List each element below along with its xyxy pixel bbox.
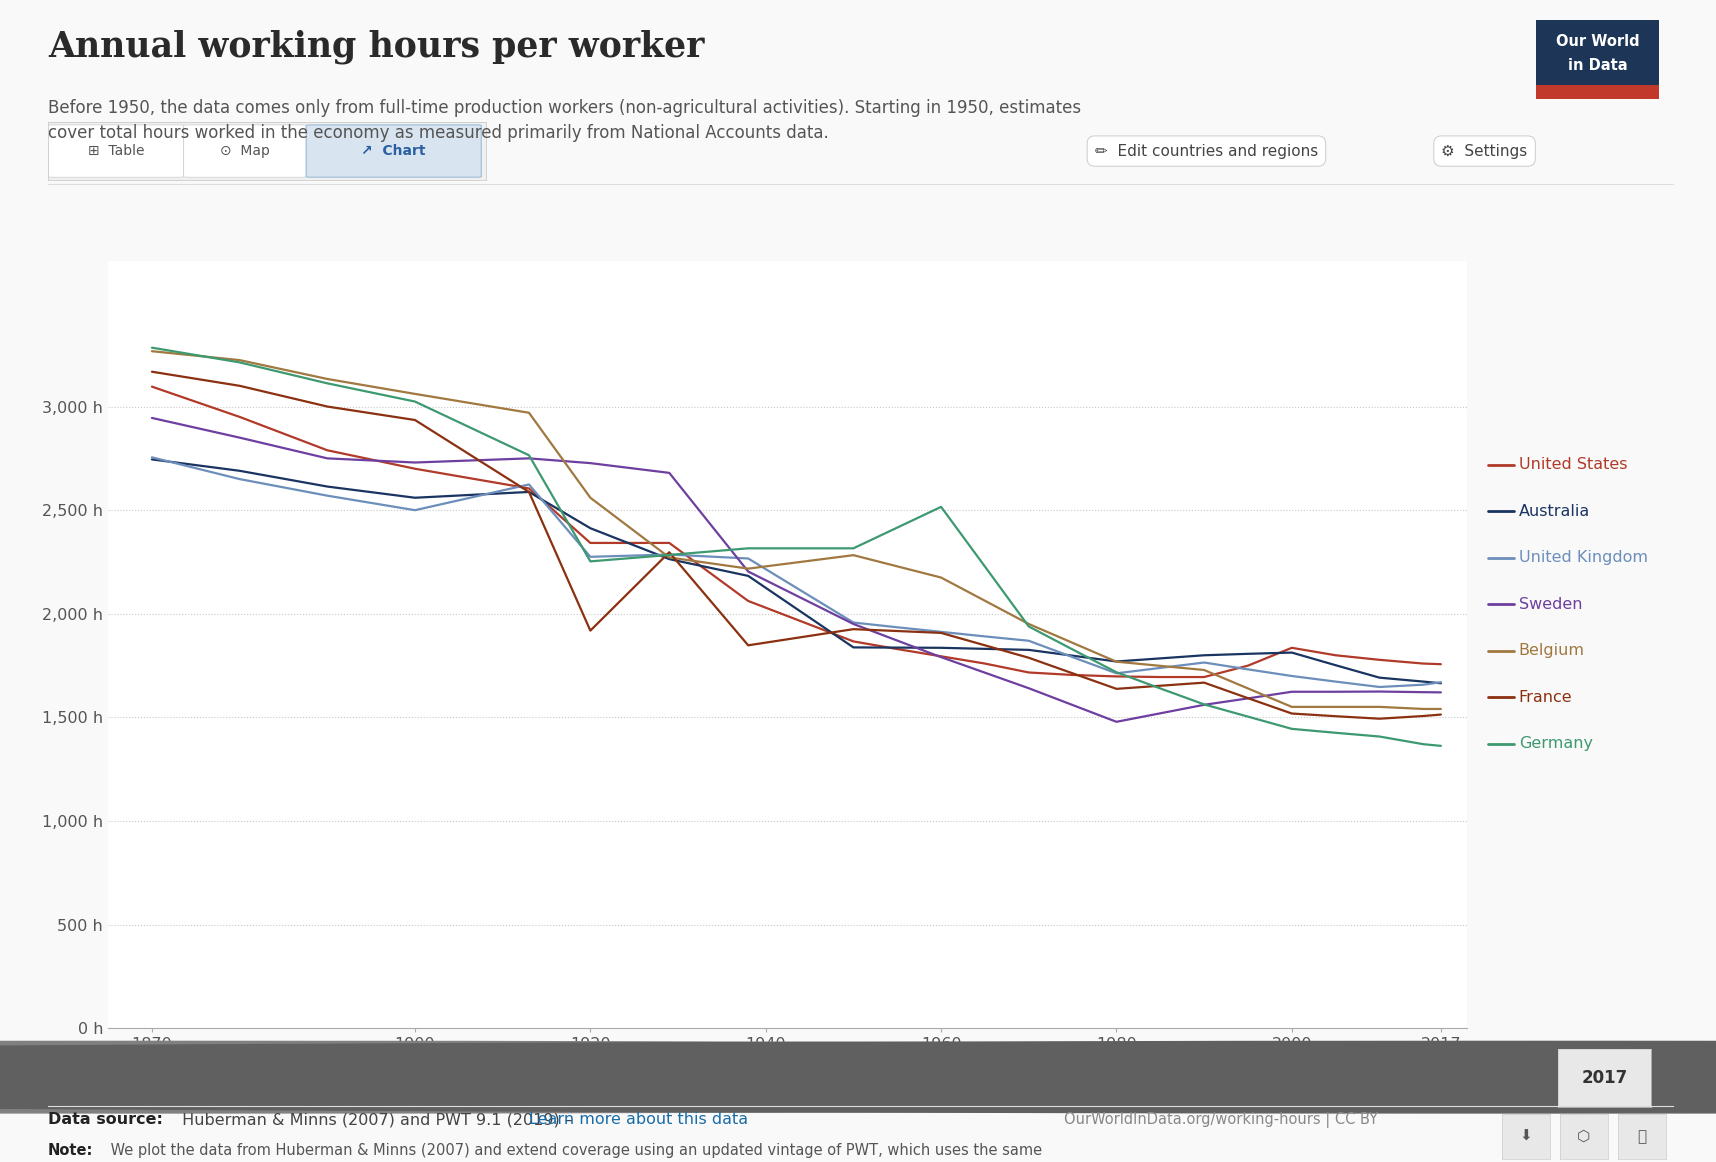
Text: France: France bbox=[1519, 690, 1572, 704]
Text: ✏  Edit countries and regions: ✏ Edit countries and regions bbox=[1095, 144, 1318, 158]
Text: ▶: ▶ bbox=[70, 1069, 82, 1088]
Text: Before 1950, the data comes only from full-time production workers (non-agricult: Before 1950, the data comes only from fu… bbox=[48, 99, 1081, 142]
FancyBboxPatch shape bbox=[184, 124, 305, 177]
Circle shape bbox=[0, 1041, 1716, 1113]
Text: United States: United States bbox=[1519, 458, 1627, 472]
Text: OurWorldInData.org/working-hours | CC BY: OurWorldInData.org/working-hours | CC BY bbox=[1064, 1112, 1378, 1128]
Text: ⊞  Table: ⊞ Table bbox=[88, 144, 144, 158]
Text: ⬡: ⬡ bbox=[1577, 1129, 1591, 1143]
Bar bbox=[1536, 85, 1659, 99]
Text: Annual working hours per worker: Annual working hours per worker bbox=[48, 29, 705, 64]
Text: Data source:: Data source: bbox=[48, 1112, 163, 1127]
Text: United Kingdom: United Kingdom bbox=[1519, 551, 1647, 565]
Text: ⬇: ⬇ bbox=[1519, 1129, 1532, 1143]
Text: We plot the data from Huberman & Minns (2007) and extend coverage using an updat: We plot the data from Huberman & Minns (… bbox=[106, 1143, 1043, 1162]
Text: Huberman & Minns (2007) and PWT 9.1 (2019) –: Huberman & Minns (2007) and PWT 9.1 (201… bbox=[177, 1112, 578, 1127]
Text: ⤢: ⤢ bbox=[1637, 1129, 1647, 1143]
Text: Note:: Note: bbox=[48, 1143, 93, 1159]
Text: Belgium: Belgium bbox=[1519, 644, 1584, 658]
Text: 2017: 2017 bbox=[1582, 1069, 1627, 1088]
Text: Australia: Australia bbox=[1519, 504, 1591, 518]
FancyBboxPatch shape bbox=[305, 124, 480, 177]
Text: 1870: 1870 bbox=[127, 1069, 172, 1088]
Text: ⊙  Map: ⊙ Map bbox=[220, 144, 269, 158]
Text: ↗  Chart: ↗ Chart bbox=[362, 144, 426, 158]
Circle shape bbox=[0, 1041, 1716, 1113]
Text: in Data: in Data bbox=[1568, 58, 1627, 73]
Text: Learn more about this data: Learn more about this data bbox=[529, 1112, 748, 1127]
Text: Sweden: Sweden bbox=[1519, 597, 1582, 611]
Text: ⚙  Settings: ⚙ Settings bbox=[1441, 144, 1527, 158]
Text: Germany: Germany bbox=[1519, 737, 1592, 751]
FancyBboxPatch shape bbox=[48, 124, 184, 177]
Text: Our World: Our World bbox=[1556, 35, 1639, 49]
